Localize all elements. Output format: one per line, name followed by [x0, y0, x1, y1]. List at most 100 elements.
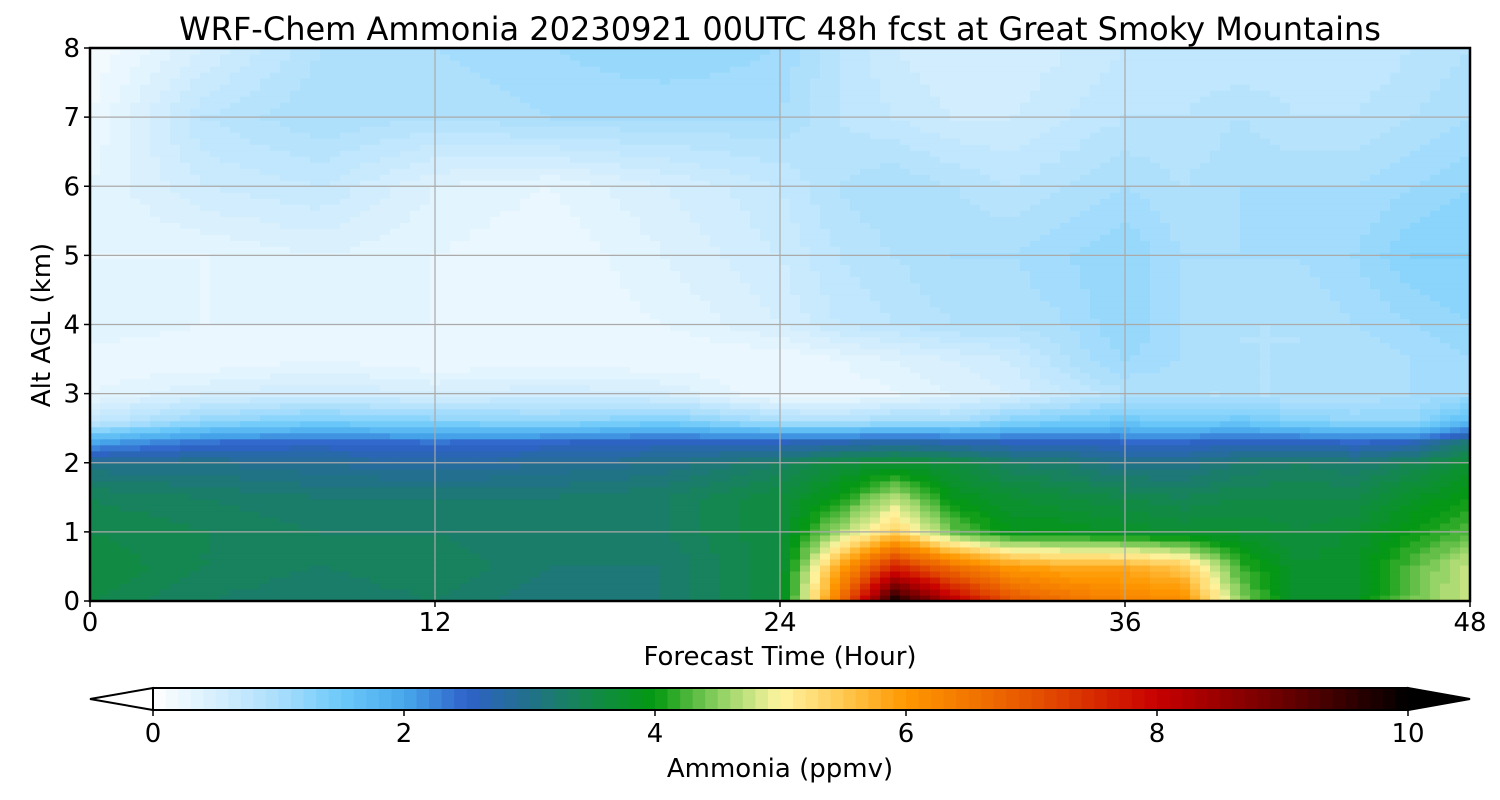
heatmap-cell — [790, 576, 801, 584]
heatmap-cell — [640, 576, 651, 584]
heatmap-cell — [330, 486, 341, 494]
heatmap-cell — [260, 510, 271, 518]
heatmap-cell — [1290, 426, 1301, 434]
heatmap-cell — [1080, 504, 1091, 512]
heatmap-cell — [1450, 552, 1461, 560]
heatmap-cell — [790, 432, 801, 440]
heatmap-cell — [660, 462, 671, 470]
heatmap-cell — [1350, 468, 1361, 476]
heatmap-cell — [950, 456, 961, 464]
heatmap-cell — [990, 444, 1001, 452]
heatmap-cell — [1260, 582, 1271, 590]
heatmap-cell — [1390, 480, 1401, 488]
heatmap-cell — [420, 486, 431, 494]
heatmap-cell — [320, 474, 331, 482]
heatmap-cell — [270, 582, 281, 590]
heatmap-cell — [1350, 450, 1361, 458]
heatmap-cell — [1320, 420, 1331, 428]
heatmap-cell — [740, 570, 751, 578]
heatmap-cell — [300, 534, 311, 542]
heatmap-cell — [1220, 564, 1231, 572]
heatmap-cell — [480, 474, 491, 482]
heatmap-cell — [1310, 516, 1321, 524]
heatmap-cell — [1410, 534, 1421, 542]
heatmap-cell — [320, 396, 331, 404]
heatmap-cell — [340, 570, 351, 578]
heatmap-cell — [1130, 594, 1141, 601]
heatmap-cell — [1200, 462, 1211, 470]
heatmap-cell — [490, 522, 501, 530]
heatmap-cell — [1240, 432, 1251, 440]
heatmap-cell — [100, 468, 111, 476]
heatmap-cell — [850, 444, 861, 452]
heatmap-cell — [740, 456, 751, 464]
heatmap-cell — [460, 582, 471, 590]
heatmap-cell — [260, 396, 271, 404]
heatmap-cell — [1210, 474, 1221, 482]
heatmap-cell — [500, 408, 511, 416]
heatmap-cell — [620, 558, 631, 566]
heatmap-cell — [530, 414, 541, 422]
heatmap-cell — [1360, 510, 1371, 518]
heatmap-cell — [1050, 522, 1061, 530]
heatmap-cell — [1130, 396, 1141, 404]
heatmap-cell — [740, 420, 751, 428]
heatmap-cell — [1000, 480, 1011, 488]
heatmap-cell — [130, 432, 141, 440]
heatmap-cell — [180, 594, 191, 601]
heatmap-cell — [210, 378, 221, 386]
heatmap-cell — [620, 540, 631, 548]
heatmap-cell — [1010, 480, 1021, 488]
heatmap-cell — [670, 456, 681, 464]
heatmap-cell — [1410, 408, 1421, 416]
heatmap-cell — [500, 498, 511, 506]
heatmap-cell — [910, 468, 921, 476]
heatmap-cell — [660, 444, 671, 452]
heatmap-cell — [130, 582, 141, 590]
heatmap-cell — [670, 564, 681, 572]
heatmap-cell — [920, 558, 931, 566]
heatmap-cell — [1010, 408, 1021, 416]
heatmap-cell — [1310, 408, 1321, 416]
heatmap-cell — [520, 588, 531, 596]
heatmap-cell — [710, 450, 721, 458]
heatmap-cell — [320, 540, 331, 548]
heatmap-cell — [510, 480, 521, 488]
heatmap-cell — [530, 468, 541, 476]
heatmap-cell — [1200, 486, 1211, 494]
heatmap-cell — [410, 558, 421, 566]
heatmap-cell — [640, 432, 651, 440]
heatmap-cell — [1390, 384, 1401, 392]
heatmap-cell — [960, 546, 971, 554]
heatmap-cell — [510, 546, 521, 554]
heatmap-cell — [910, 552, 921, 560]
heatmap-cell — [1270, 564, 1281, 572]
heatmap-cell — [1110, 558, 1121, 566]
heatmap-cell — [1380, 516, 1391, 524]
heatmap-cell — [450, 546, 461, 554]
heatmap-cell — [1030, 426, 1041, 434]
heatmap-cell — [1170, 546, 1181, 554]
heatmap-cell — [90, 468, 101, 476]
heatmap-cell — [270, 540, 281, 548]
heatmap-cell — [700, 510, 711, 518]
heatmap-cell — [130, 426, 141, 434]
heatmap-cell — [820, 522, 831, 530]
heatmap-cell — [150, 510, 161, 518]
heatmap-cell — [370, 474, 381, 482]
heatmap-cell — [1330, 480, 1341, 488]
heatmap-cell — [240, 402, 251, 410]
heatmap-cell — [100, 594, 111, 601]
heatmap-cell — [450, 450, 461, 458]
heatmap-cell — [340, 516, 351, 524]
heatmap-cell — [370, 420, 381, 428]
heatmap-cell — [350, 426, 361, 434]
heatmap-cell — [1090, 492, 1101, 500]
heatmap-cell — [1110, 522, 1121, 530]
heatmap-cell — [660, 480, 671, 488]
heatmap-cell — [390, 558, 401, 566]
heatmap-cell — [1320, 408, 1331, 416]
heatmap-cell — [1160, 450, 1171, 458]
heatmap-cell — [1420, 516, 1431, 524]
heatmap-cell — [610, 582, 621, 590]
